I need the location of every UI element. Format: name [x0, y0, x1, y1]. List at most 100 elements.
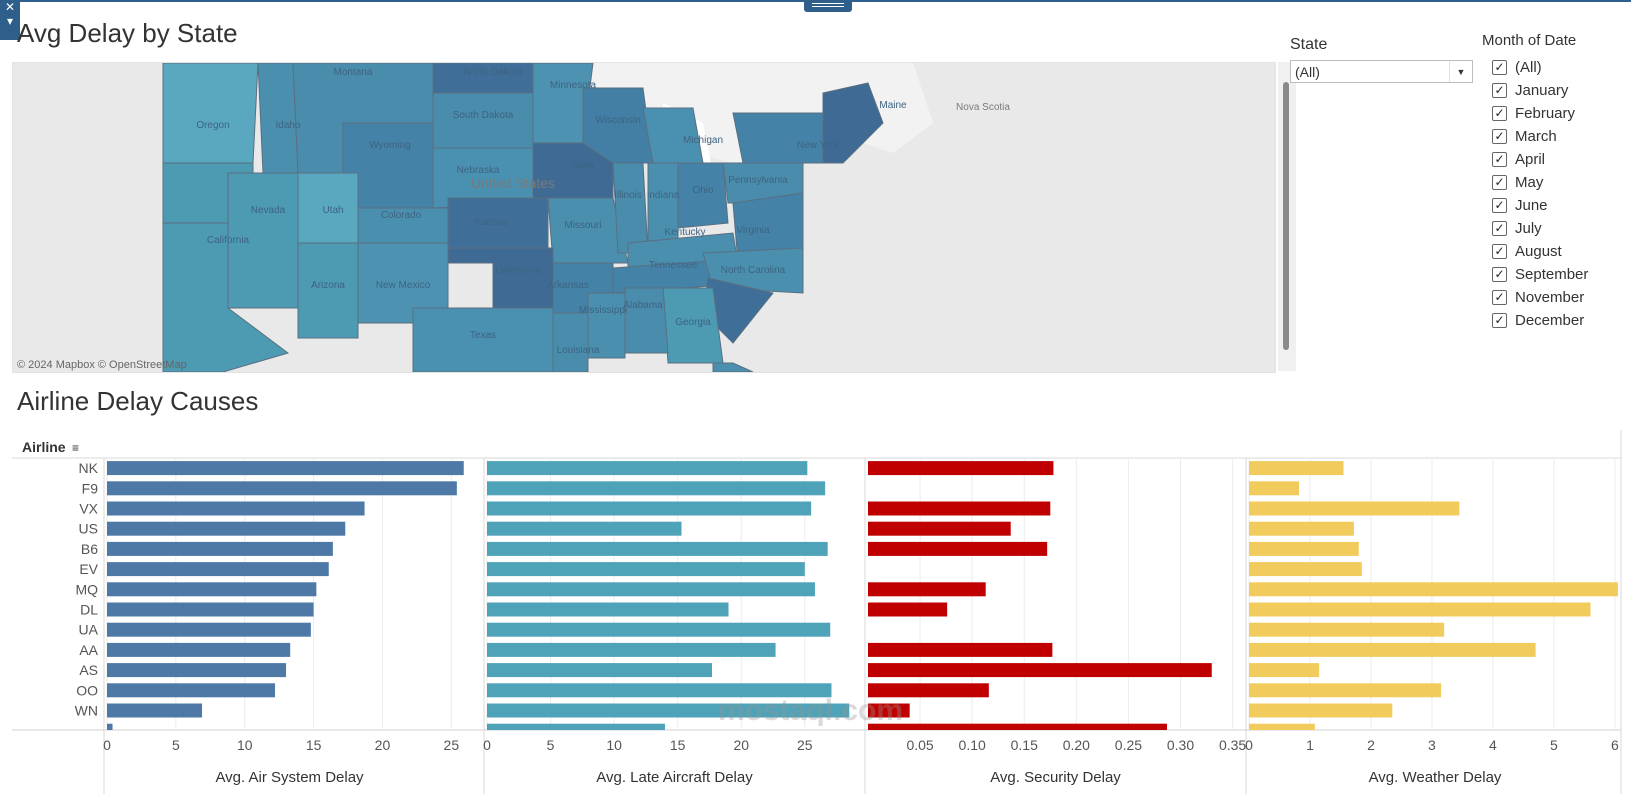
state-ohio[interactable] — [677, 162, 729, 229]
sheet-menu-button[interactable]: ✕ ▾ — [0, 0, 20, 40]
checkbox-icon[interactable]: ✓ — [1492, 129, 1507, 144]
airline-label[interactable]: B6 — [81, 541, 98, 557]
bar[interactable] — [487, 622, 831, 637]
month-option[interactable]: ✓ January — [1492, 79, 1588, 102]
bar[interactable] — [868, 723, 1167, 730]
bar[interactable] — [1249, 703, 1393, 718]
checkbox-icon[interactable]: ✓ — [1492, 267, 1507, 282]
bar[interactable] — [868, 501, 1051, 516]
axis-title[interactable]: Avg. Air System Delay — [215, 769, 364, 786]
bar[interactable] — [487, 642, 776, 657]
bar[interactable] — [1249, 541, 1359, 556]
airline-label[interactable]: AS — [79, 662, 98, 678]
chevron-down-icon[interactable]: ▼ — [1449, 61, 1472, 82]
bar[interactable] — [107, 622, 311, 637]
bar[interactable] — [487, 663, 712, 678]
state-florida[interactable] — [712, 362, 754, 372]
checkbox-icon[interactable]: ✓ — [1492, 198, 1507, 213]
bar[interactable] — [868, 461, 1054, 476]
drag-handle[interactable] — [804, 0, 852, 12]
month-option[interactable]: ✓ August — [1492, 240, 1588, 263]
checkbox-icon[interactable]: ✓ — [1492, 175, 1507, 190]
airline-label[interactable]: UA — [79, 622, 99, 638]
bar[interactable] — [487, 562, 805, 577]
bar[interactable] — [107, 642, 291, 657]
bar[interactable] — [487, 683, 832, 698]
map-scrollbar[interactable] — [1278, 62, 1296, 371]
month-option[interactable]: ✓ July — [1492, 217, 1588, 240]
state-illinois[interactable] — [612, 162, 649, 254]
bar[interactable] — [107, 683, 276, 698]
state-louisiana[interactable] — [552, 312, 589, 372]
bar[interactable] — [1249, 562, 1362, 577]
bar[interactable] — [868, 602, 948, 617]
bar[interactable] — [487, 541, 828, 556]
row-header[interactable]: Airline — [22, 439, 66, 455]
bar[interactable] — [1249, 481, 1300, 496]
month-option[interactable]: ✓ November — [1492, 286, 1588, 309]
bar[interactable] — [487, 501, 812, 516]
state-map[interactable]: Montana North Dakota Minnesota Oregon Idaho S… — [12, 62, 1276, 373]
airline-label[interactable]: US — [79, 521, 98, 537]
checkbox-icon[interactable]: ✓ — [1492, 83, 1507, 98]
bar[interactable] — [1249, 642, 1536, 657]
bar[interactable] — [107, 663, 287, 678]
month-option[interactable]: ✓ December — [1492, 309, 1588, 332]
axis-title[interactable]: Avg. Weather Delay — [1369, 769, 1502, 786]
checkbox-icon[interactable]: ✓ — [1492, 244, 1507, 259]
bar[interactable] — [107, 541, 333, 556]
map-svg[interactable]: Montana North Dakota Minnesota Oregon Idaho S… — [13, 63, 1275, 372]
bar[interactable] — [1249, 461, 1344, 476]
bar[interactable] — [487, 703, 850, 718]
airline-label[interactable]: VX — [79, 501, 98, 517]
bar[interactable] — [107, 703, 203, 718]
bar[interactable] — [1249, 622, 1445, 637]
airline-label[interactable]: OO — [76, 682, 98, 698]
month-option[interactable]: ✓ February — [1492, 102, 1588, 125]
bar[interactable] — [107, 501, 365, 516]
state-north-carolina[interactable] — [702, 247, 804, 294]
month-option[interactable]: ✓ (All) — [1492, 56, 1588, 79]
month-option[interactable]: ✓ April — [1492, 148, 1588, 171]
airline-label[interactable]: AA — [79, 642, 98, 658]
bar[interactable] — [868, 582, 986, 597]
state-new-york[interactable] — [732, 112, 824, 164]
map-attribution[interactable]: © 2024 Mapbox © OpenStreetMap — [17, 359, 187, 371]
month-option[interactable]: ✓ May — [1492, 171, 1588, 194]
bar[interactable] — [107, 723, 113, 730]
bar[interactable] — [487, 582, 815, 597]
bar[interactable] — [1249, 723, 1315, 730]
bar[interactable] — [107, 582, 317, 597]
month-option[interactable]: ✓ September — [1492, 263, 1588, 286]
bar[interactable] — [487, 723, 665, 730]
bar[interactable] — [868, 521, 1011, 536]
bar[interactable] — [1249, 582, 1618, 597]
bar[interactable] — [868, 541, 1048, 556]
bar[interactable] — [487, 461, 808, 476]
state-maine[interactable] — [822, 82, 884, 164]
airline-label[interactable]: F9 — [82, 480, 99, 496]
bar[interactable] — [107, 461, 464, 476]
bar[interactable] — [107, 521, 346, 536]
bar[interactable] — [487, 602, 729, 617]
bar[interactable] — [487, 481, 826, 496]
bar[interactable] — [1249, 663, 1320, 678]
state-arizona[interactable] — [297, 242, 359, 339]
bar[interactable] — [1249, 521, 1354, 536]
checkbox-icon[interactable]: ✓ — [1492, 60, 1507, 75]
bar[interactable] — [107, 562, 329, 577]
checkbox-icon[interactable]: ✓ — [1492, 152, 1507, 167]
bar[interactable] — [1249, 683, 1442, 698]
bar[interactable] — [1249, 501, 1460, 516]
checkbox-icon[interactable]: ✓ — [1492, 106, 1507, 121]
bar[interactable] — [868, 642, 1053, 657]
month-option[interactable]: ✓ March — [1492, 125, 1588, 148]
bar[interactable] — [107, 602, 314, 617]
state-idaho[interactable] — [257, 63, 299, 174]
checkbox-icon[interactable]: ✓ — [1492, 221, 1507, 236]
airline-label[interactable]: EV — [79, 561, 98, 577]
state-alabama[interactable] — [624, 287, 669, 354]
bar[interactable] — [107, 481, 457, 496]
month-option[interactable]: ✓ June — [1492, 194, 1588, 217]
state-washington[interactable] — [162, 63, 259, 164]
